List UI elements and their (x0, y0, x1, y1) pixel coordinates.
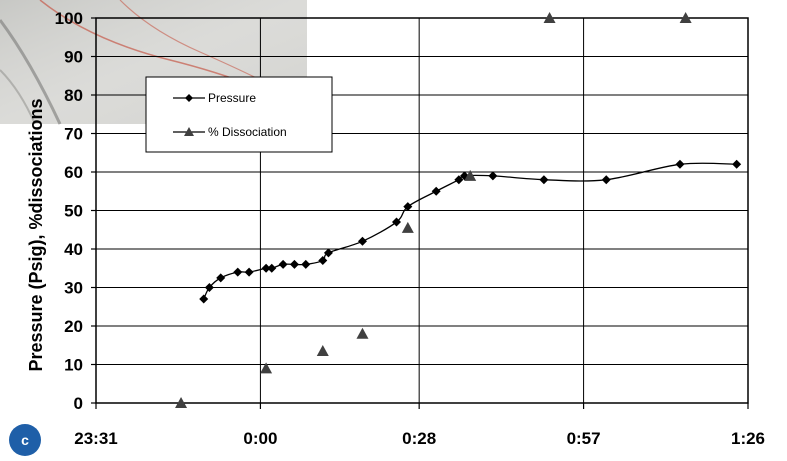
y-tick-label: 20 (64, 317, 83, 336)
pressure-point (216, 273, 226, 283)
y-tick-label: 30 (64, 279, 83, 298)
legend-pressure-marker (185, 94, 193, 102)
dissociation-point (464, 169, 477, 181)
pressure-point (318, 256, 328, 266)
x-tick-label: 1:26 (731, 429, 765, 448)
pressure-point (233, 267, 243, 277)
y-tick-label: 10 (64, 356, 83, 375)
gridlines (96, 17, 748, 403)
y-tick-label: 100 (55, 9, 83, 28)
panel-letter: c (21, 432, 29, 448)
dissociation-point (679, 12, 692, 23)
dissociation-point (401, 221, 414, 233)
dissociation-point (260, 362, 273, 374)
y-tick-label: 70 (64, 125, 83, 144)
pressure-point (267, 263, 277, 273)
pressure-point (601, 175, 611, 185)
pressure-point (403, 202, 413, 212)
x-tick-label: 0:57 (567, 429, 601, 448)
panel-badge-circle (9, 424, 41, 456)
pressure-point (244, 267, 254, 277)
pressure-point (391, 217, 401, 227)
y-axis-title: Pressure (Psig), %dissociations (26, 98, 46, 371)
pressure-point (539, 175, 549, 185)
x-tick-label: 23:31 (74, 429, 117, 448)
dissociation-series-points (175, 12, 692, 408)
y-tick-label: 50 (64, 202, 83, 221)
pressure-point (675, 159, 685, 169)
x-tick-label: 0:28 (402, 429, 436, 448)
pressure-point (357, 236, 367, 246)
pressure-point (199, 294, 209, 304)
legend-pressure-label: Pressure (208, 91, 256, 105)
pressure-point (289, 259, 299, 269)
dissociation-point (543, 12, 556, 23)
dissociation-point (175, 397, 188, 408)
pressure-point (204, 283, 214, 292)
pressure-point (488, 171, 498, 181)
pressure-point (454, 175, 464, 185)
photo-inset (0, 0, 308, 125)
pressure-point (732, 159, 742, 169)
y-tick-label: 40 (64, 240, 83, 259)
dissociation-point (356, 327, 369, 339)
pressure-point (431, 186, 441, 196)
pressure-point (301, 259, 311, 269)
pressure-point (278, 259, 288, 269)
y-tick-label: 90 (64, 48, 83, 67)
legend-dissociation-marker (184, 127, 194, 136)
panel-badge: c (9, 424, 41, 456)
pressure-series-points (199, 159, 742, 304)
x-axis-ticks: 23:31 0:00 0:28 0:57 1:26 (74, 403, 765, 448)
y-axis-ticks: 0 10 20 30 40 50 60 70 80 90 100 (55, 9, 96, 413)
legend-dissociation-label: % Dissociation (208, 125, 287, 139)
y-tick-label: 60 (64, 163, 83, 182)
pressure-series-line (203, 162, 737, 300)
dissociation-point (316, 345, 329, 357)
y-tick-label: 0 (74, 394, 83, 413)
legend: Pressure % Dissociation (145, 76, 333, 153)
y-tick-label: 80 (64, 86, 83, 105)
pressure-point (261, 263, 271, 273)
x-tick-label: 0:00 (243, 429, 277, 448)
pressure-point (323, 248, 333, 258)
